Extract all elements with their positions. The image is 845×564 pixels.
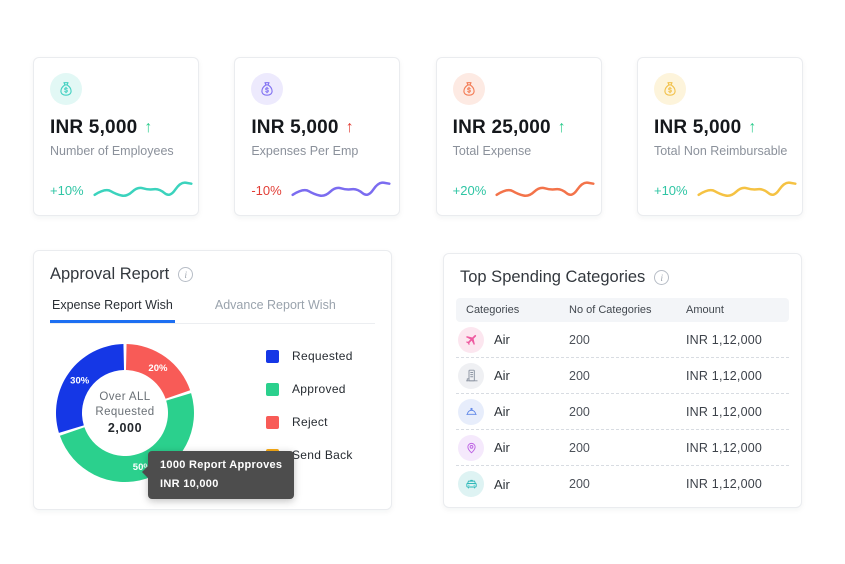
- stat-delta: -10%: [251, 182, 282, 198]
- spending-row-location: Air 200 INR 1,12,000: [456, 430, 789, 466]
- trend-up-arrow-icon: ↑: [144, 119, 153, 136]
- column-header-amount: Amount: [686, 304, 724, 316]
- food-cloche-icon: [458, 398, 484, 425]
- stat-label: Number of Employees: [50, 144, 174, 158]
- stat-value: INR 25,000: [452, 117, 551, 138]
- trend-up-arrow-icon: ↑: [557, 119, 566, 136]
- legend-swatch: [266, 382, 279, 396]
- tab-expense-report-wish[interactable]: Expense Report Wish: [50, 294, 175, 323]
- svg-text:30%: 30%: [70, 376, 90, 387]
- stat-card-number-of-employees: INR 5,000 ↑ Number of Employees +10%: [33, 57, 199, 216]
- approval-report-tabs: Expense Report Wish Advance Report Wish: [50, 294, 375, 324]
- column-header-no-of-categories: No of Categories: [569, 304, 652, 316]
- stat-card-expenses-per-emp: INR 5,000 ↑ Expenses Per Emp -10%: [234, 57, 401, 216]
- stat-delta: +10%: [50, 182, 84, 198]
- stat-card-total-expense: INR 25,000 ↑ Total Expense +20%: [435, 57, 602, 216]
- legend-swatch: [266, 349, 279, 363]
- stat-value: INR 5,000: [653, 117, 742, 138]
- money-bag-icon: [251, 73, 284, 105]
- sparkline-chart: [291, 181, 391, 197]
- legend-swatch: [266, 415, 279, 429]
- stat-delta: +20%: [452, 182, 487, 198]
- column-header-categories: Categories: [466, 304, 520, 316]
- tab-advance-report-wish[interactable]: Advance Report Wish: [214, 298, 336, 312]
- location-pin-icon: [458, 434, 484, 461]
- stat-label: Total Non Reimbursable: [653, 144, 788, 158]
- stat-value: INR 5,000: [50, 117, 138, 138]
- money-bag-icon: [653, 73, 686, 105]
- top-spending-title: Top Spending Categories: [460, 268, 646, 286]
- stat-label: Total Expense: [452, 144, 532, 158]
- info-icon[interactable]: i: [654, 270, 670, 285]
- spending-row-taxi: Air 200 INR 1,12,000: [456, 466, 789, 502]
- legend-item-reject: Reject: [266, 412, 353, 432]
- hotel-building-icon: [458, 362, 484, 389]
- money-bag-icon: [452, 73, 485, 105]
- money-bag-icon: [50, 73, 82, 105]
- trend-up-arrow-icon: ↑: [748, 119, 757, 136]
- taxi-icon: [458, 471, 484, 497]
- sparkline-chart: [93, 181, 193, 197]
- approval-report-card: Approval Report i Expense Report Wish Ad…: [33, 250, 392, 510]
- donut-tooltip: 1000 Report Approves INR 10,000: [141, 451, 295, 499]
- spending-row-food: Air 200 INR 1,12,000: [456, 394, 789, 430]
- stat-label: Expenses Per Emp: [251, 144, 359, 158]
- svg-text:20%: 20%: [148, 363, 168, 374]
- legend-item-approved: Approved: [266, 379, 353, 399]
- spending-row-air-travel: Air 200 INR 1,12,000: [456, 322, 789, 358]
- stat-value: INR 5,000: [251, 117, 339, 138]
- sparkline-chart: [697, 181, 797, 197]
- airplane-icon: [458, 326, 484, 353]
- sparkline-chart: [495, 181, 595, 197]
- stat-cards-row: INR 5,000 ↑ Number of Employees +10% INR…: [33, 57, 803, 216]
- top-spending-card: Top Spending Categories i Categories No …: [443, 253, 802, 508]
- stat-card-total-non-reimbursable: INR 5,000 ↑ Total Non Reimbursable +10%: [636, 57, 803, 216]
- spending-table-header: Categories No of Categories Amount: [456, 298, 789, 322]
- donut-legend: Requested Approved Reject Send Back: [266, 346, 353, 478]
- stat-delta: +10%: [653, 182, 688, 198]
- spending-row-hotel: Air 200 INR 1,12,000: [456, 358, 789, 394]
- approval-report-title: Approval Report: [50, 265, 170, 283]
- trend-up-arrow-icon: ↑: [345, 119, 354, 136]
- info-icon[interactable]: i: [178, 267, 194, 282]
- legend-item-requested: Requested: [266, 346, 353, 366]
